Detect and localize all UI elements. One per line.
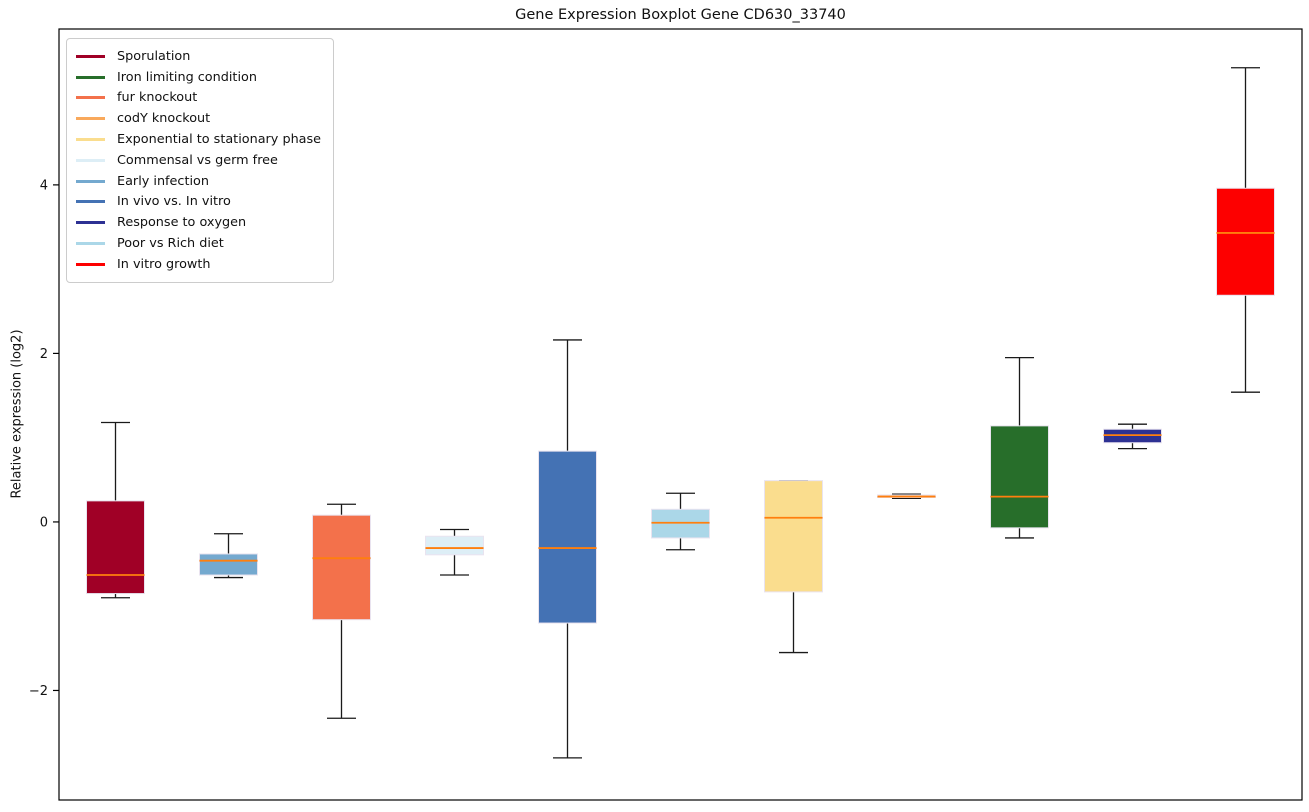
legend-item-response-to-oxygen: Response to oxygen [76, 212, 321, 233]
y-tick-label: −2 [29, 684, 48, 699]
legend-item-commensal-vs-germ-free: Commensal vs germ free [76, 150, 321, 171]
legend-item-label: codY knockout [117, 111, 211, 127]
boxplot-iron-limiting-condition [990, 356, 1049, 539]
legend-item-cody-knockout: codY knockout [76, 108, 321, 129]
legend-color-swatch [76, 54, 105, 58]
legend-item-label: Sporulation [117, 48, 191, 64]
legend-item-fur-knockout: fur knockout [76, 88, 321, 109]
legend-color-swatch [76, 158, 105, 162]
legend-item-exponential-to-stationary-phase: Exponential to stationary phase [76, 129, 321, 150]
y-tick-label: 4 [40, 178, 48, 193]
legend-item-label: In vivo vs. In vitro [117, 194, 231, 210]
chart-title: Gene Expression Boxplot Gene CD630_33740 [515, 7, 846, 23]
boxplot-early-infection [199, 533, 258, 579]
iqr-box [764, 480, 823, 593]
boxplot-response-to-oxygen [1103, 423, 1162, 450]
boxplot-sporulation [86, 421, 145, 599]
legend-color-swatch [76, 242, 105, 246]
legend-color-swatch [76, 96, 105, 100]
legend-item-label: Response to oxygen [117, 215, 247, 231]
iqr-box [199, 553, 258, 576]
legend-color-swatch [76, 75, 105, 79]
boxplot-cody-knockout [877, 493, 936, 499]
iqr-box [312, 514, 371, 621]
iqr-box [86, 500, 145, 595]
boxplot-in-vivo-vs-in-vitro [538, 339, 597, 759]
legend-color-swatch [76, 117, 105, 121]
boxplot-fur-knockout [312, 503, 371, 719]
legend-item-label: Exponential to stationary phase [117, 132, 322, 148]
iqr-box [538, 450, 597, 624]
legend-item-label: Iron limiting condition [117, 69, 257, 85]
legend-item-iron-limiting-condition: Iron limiting condition [76, 67, 321, 88]
boxplot-in-vitro-growth [1216, 67, 1275, 393]
boxplot-poor-vs-rich-diet [651, 492, 710, 551]
boxplot-exponential-to-stationary-phase [764, 479, 823, 654]
legend-item-label: Early infection [117, 173, 209, 189]
legend-item-label: Poor vs Rich diet [117, 236, 224, 252]
boxplot-commensal-vs-germ-free [425, 528, 484, 576]
legend-color-swatch [76, 221, 105, 225]
legend-color-swatch [76, 200, 105, 204]
legend-item-label: fur knockout [117, 90, 198, 106]
plot-frame [58, 28, 1303, 801]
legend-item-in-vitro-growth: In vitro growth [76, 254, 321, 275]
iqr-box [425, 535, 484, 556]
y-tick-label: 0 [40, 515, 48, 530]
legend-item-label: Commensal vs germ free [117, 152, 278, 168]
iqr-box [1216, 187, 1275, 296]
legend-color-swatch [76, 138, 105, 142]
legend-item-in-vivo-vs-in-vitro: In vivo vs. In vitro [76, 192, 321, 213]
y-tick-label: 2 [40, 347, 48, 362]
legend: Sporulation Iron limiting condition fur kn… [66, 38, 335, 283]
legend-color-swatch [76, 262, 105, 266]
legend-item-sporulation: Sporulation [76, 46, 321, 67]
iqr-box [990, 425, 1049, 529]
legend-item-label: In vitro growth [117, 256, 211, 272]
legend-color-swatch [76, 179, 105, 183]
legend-item-poor-vs-rich-diet: Poor vs Rich diet [76, 233, 321, 254]
legend-item-early-infection: Early infection [76, 171, 321, 192]
